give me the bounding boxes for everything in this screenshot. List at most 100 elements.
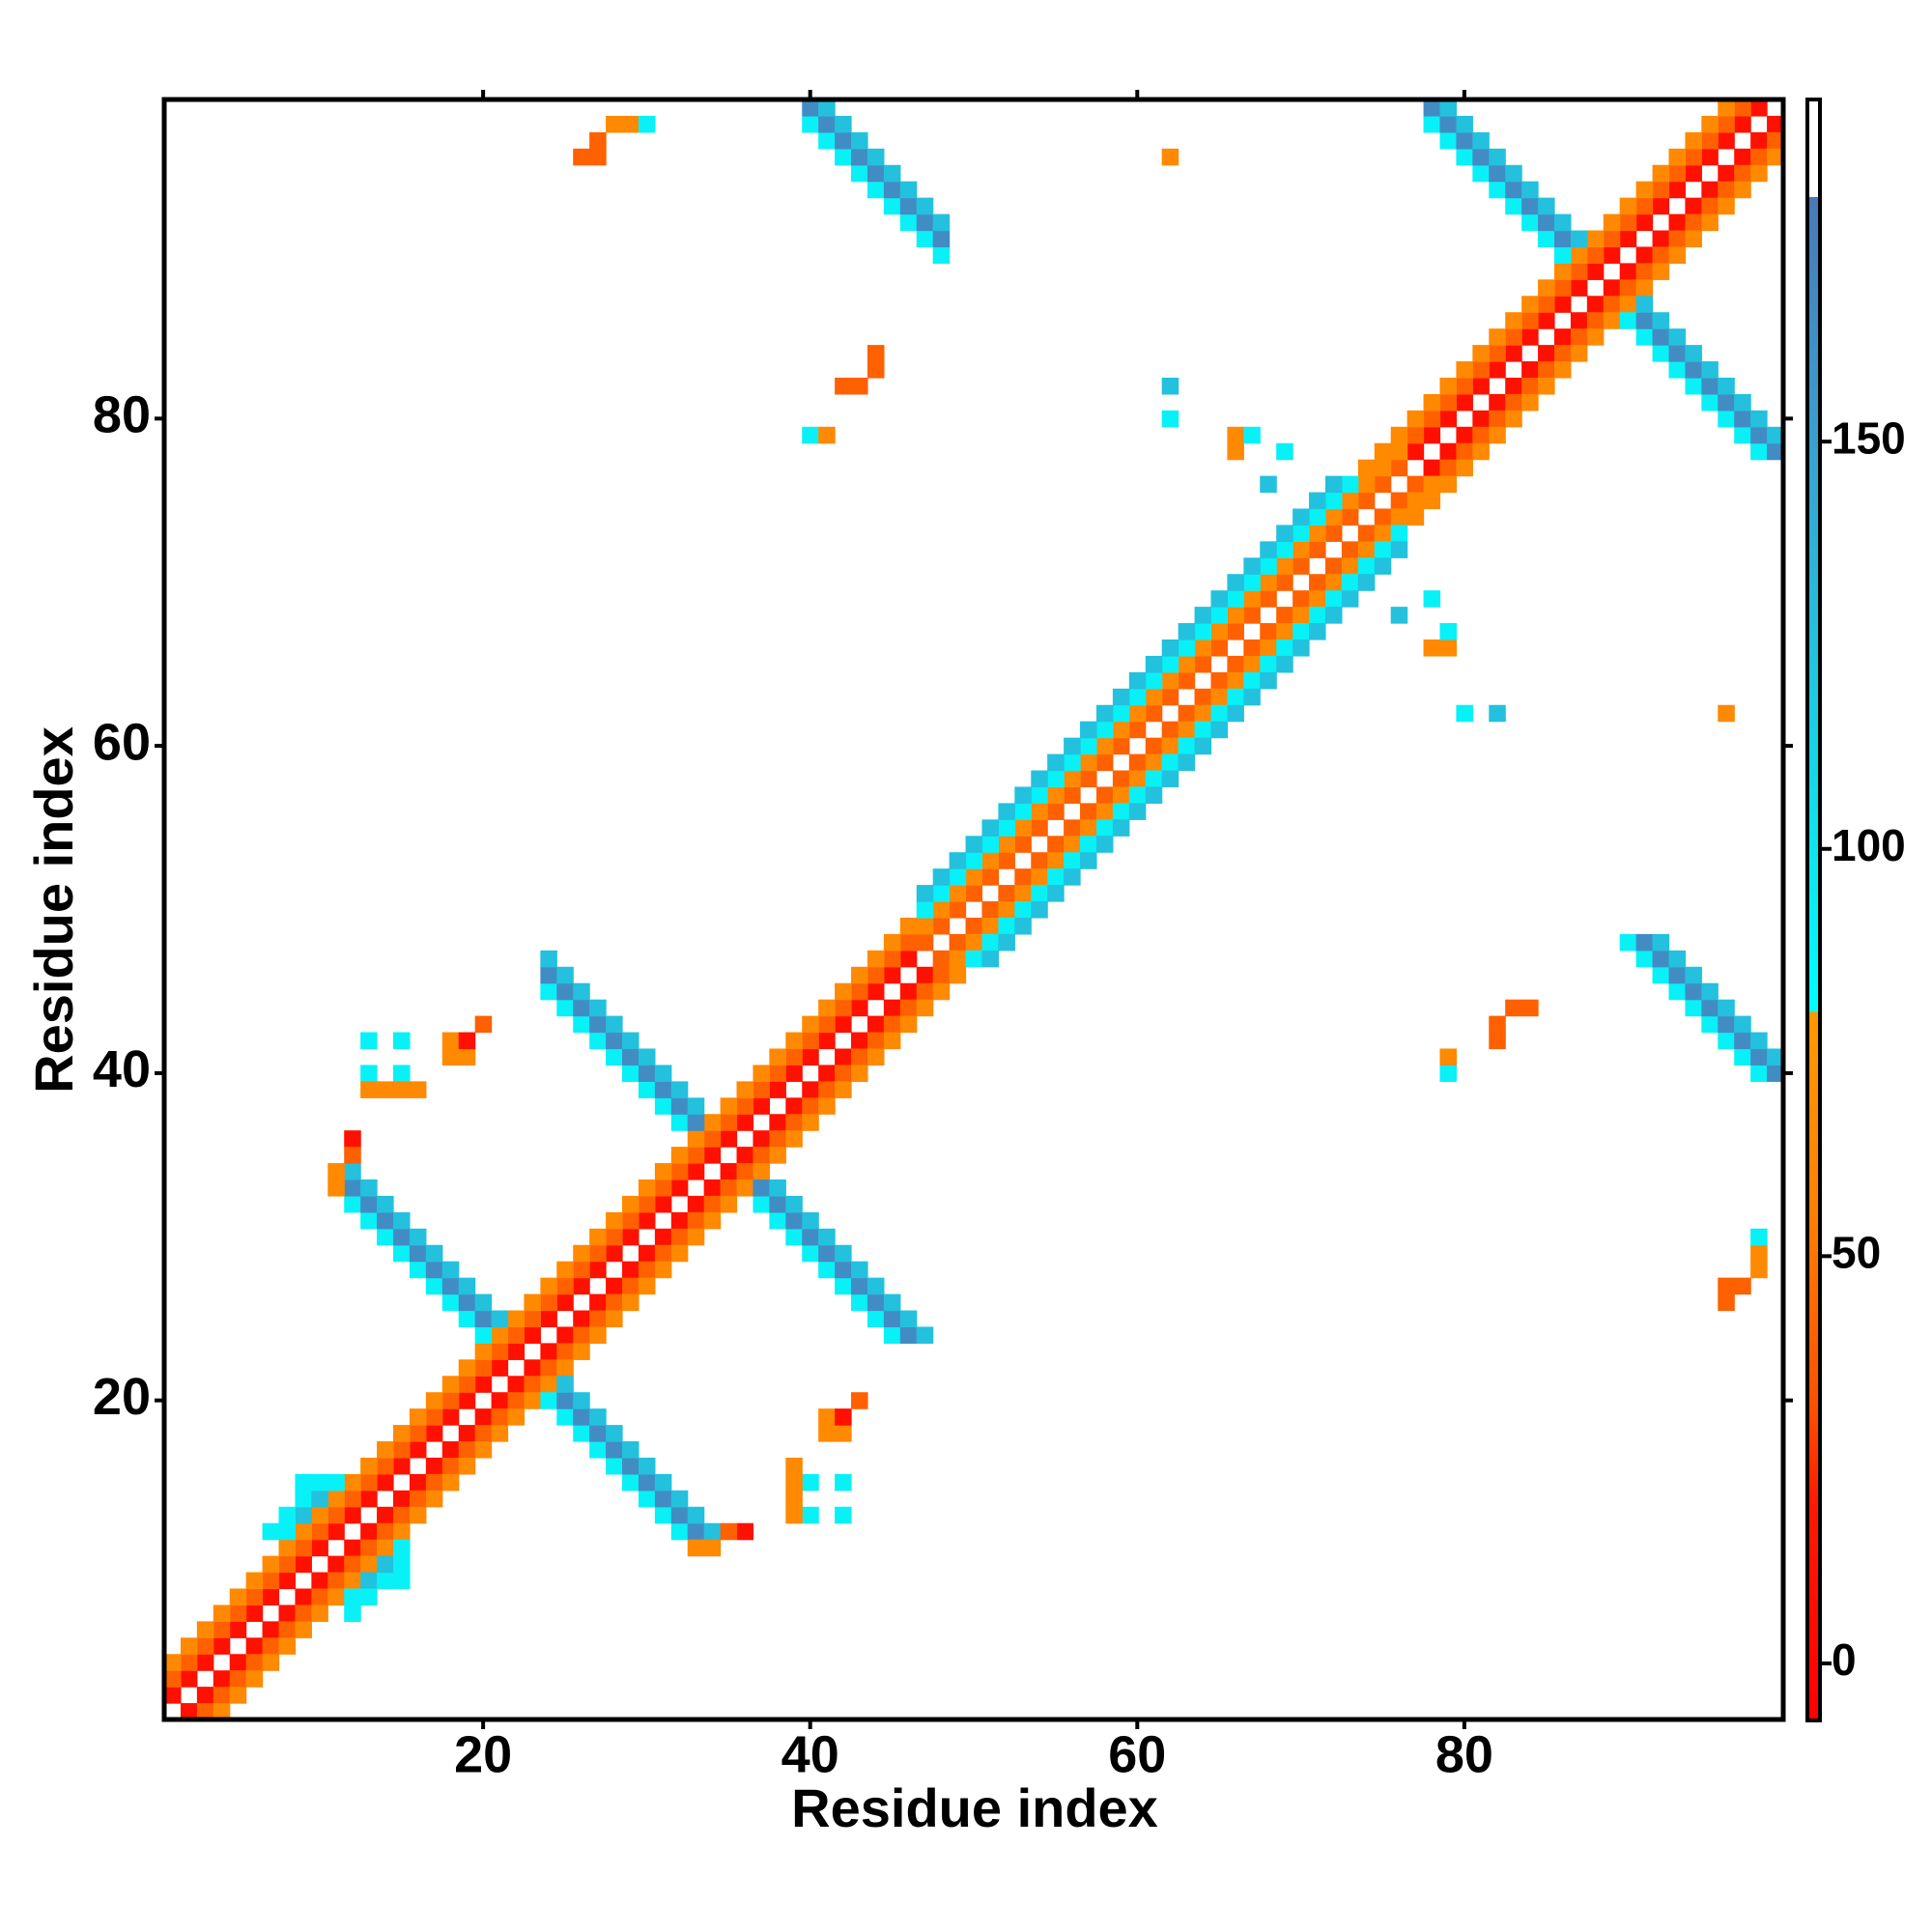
heatmap-cell (835, 115, 852, 133)
heatmap-cell (556, 1408, 574, 1426)
heatmap-cell (785, 1211, 803, 1230)
heatmap-cell (556, 1261, 574, 1279)
heatmap-cell (589, 148, 607, 166)
heatmap-cell (441, 1392, 460, 1409)
heatmap-cell (1635, 181, 1654, 199)
heatmap-cell (377, 1081, 394, 1098)
heatmap-cell (1701, 131, 1719, 150)
heatmap-cell (622, 1473, 639, 1492)
heatmap-cell (998, 917, 1015, 935)
heatmap-cell (1064, 770, 1081, 788)
heatmap-cell (1293, 508, 1310, 526)
heatmap-cell (245, 1637, 264, 1655)
heatmap-cell (932, 901, 951, 919)
heatmap-cell (1390, 541, 1408, 558)
heatmap-cell (1276, 607, 1293, 624)
heatmap-cell (377, 1473, 394, 1492)
heatmap-cell (1031, 770, 1048, 788)
heatmap-cell (606, 1277, 623, 1295)
heatmap-cell (573, 1015, 590, 1034)
heatmap-cell (998, 819, 1015, 837)
heatmap-cell (1374, 459, 1392, 477)
heatmap-cell (1570, 328, 1588, 346)
heatmap-cell (556, 982, 574, 1001)
heatmap-cell (835, 1473, 852, 1492)
heatmap-cell (377, 1522, 394, 1541)
heatmap-cell (1701, 393, 1719, 412)
heatmap-cell (1668, 982, 1687, 1001)
heatmap-cell (851, 1065, 868, 1082)
heatmap-cell (327, 1588, 345, 1606)
heatmap-cell (1652, 933, 1670, 952)
heatmap-cell (1276, 525, 1293, 542)
heatmap-cell (1031, 803, 1048, 820)
heatmap-cell (654, 1490, 672, 1508)
heatmap-cell (1734, 115, 1751, 133)
heatmap-cell (1734, 1048, 1751, 1066)
heatmap-cell (1635, 263, 1654, 280)
heatmap-cell (867, 1310, 885, 1328)
heatmap-cell (606, 1293, 623, 1312)
heatmap-cell (1194, 655, 1212, 673)
heatmap-cell (916, 982, 934, 1001)
heatmap-cell (164, 1687, 182, 1704)
heatmap-cell (441, 1277, 460, 1295)
heatmap-cell (1538, 197, 1555, 215)
heatmap-cell (524, 1310, 541, 1328)
heatmap-cell (1423, 639, 1441, 657)
heatmap-cell (1080, 770, 1097, 788)
heatmap-cell (327, 1572, 345, 1590)
heatmap-cell (1406, 508, 1425, 526)
heatmap-cell (1390, 426, 1408, 444)
heatmap-cell (393, 1425, 411, 1442)
heatmap-cell (916, 999, 934, 1017)
plot-frame (161, 97, 1786, 1722)
heatmap-cell (213, 1687, 231, 1704)
heatmap-cell (1357, 525, 1376, 542)
heatmap-cell (556, 1376, 574, 1393)
heatmap-cell (883, 1293, 901, 1312)
heatmap-cell (1521, 393, 1539, 412)
heatmap-cell (1750, 410, 1768, 428)
heatmap-cell (1031, 868, 1048, 886)
heatmap-cell (377, 1211, 394, 1230)
heatmap-cell (1619, 312, 1637, 329)
heatmap-cell (1553, 296, 1572, 313)
heatmap-cell (1227, 671, 1244, 690)
heatmap-cell (1750, 426, 1768, 444)
heatmap-cell (1095, 753, 1114, 772)
heatmap-cell (1505, 197, 1522, 215)
heatmap-cell (393, 1522, 411, 1541)
heatmap-cell (703, 1114, 722, 1131)
heatmap-cell (1439, 459, 1458, 477)
heatmap-cell (589, 1293, 607, 1312)
heatmap-cell (344, 1473, 361, 1492)
heatmap-cell (818, 115, 836, 133)
heatmap-cell (1161, 737, 1179, 755)
heatmap-cell (670, 1506, 689, 1524)
heatmap-cell (1324, 525, 1343, 542)
heatmap-cell (1586, 328, 1605, 346)
heatmap-cell (622, 1211, 639, 1230)
heatmap-cell (278, 1637, 297, 1655)
heatmap-cell (1472, 361, 1490, 379)
heatmap-cell (311, 1605, 328, 1622)
heatmap-cell (932, 966, 951, 984)
heatmap-cell (1260, 574, 1277, 591)
heatmap-cell (377, 1228, 394, 1246)
heatmap-cell (425, 1277, 443, 1295)
heatmap-cell (556, 999, 574, 1017)
heatmap-cell (638, 1195, 656, 1213)
heatmap-cell (654, 1228, 672, 1246)
heatmap-cell (327, 1522, 345, 1541)
heatmap-cell (785, 1490, 803, 1508)
heatmap-cell (474, 1293, 493, 1312)
heatmap-cell (867, 966, 885, 984)
heatmap-cell (638, 1211, 656, 1230)
heatmap-cell (1570, 230, 1588, 248)
heatmap-cell (1210, 623, 1229, 640)
heatmap-cell (802, 426, 819, 444)
heatmap-cell (1603, 230, 1621, 248)
heatmap-cell (1718, 999, 1735, 1017)
heatmap-cell (262, 1621, 280, 1638)
